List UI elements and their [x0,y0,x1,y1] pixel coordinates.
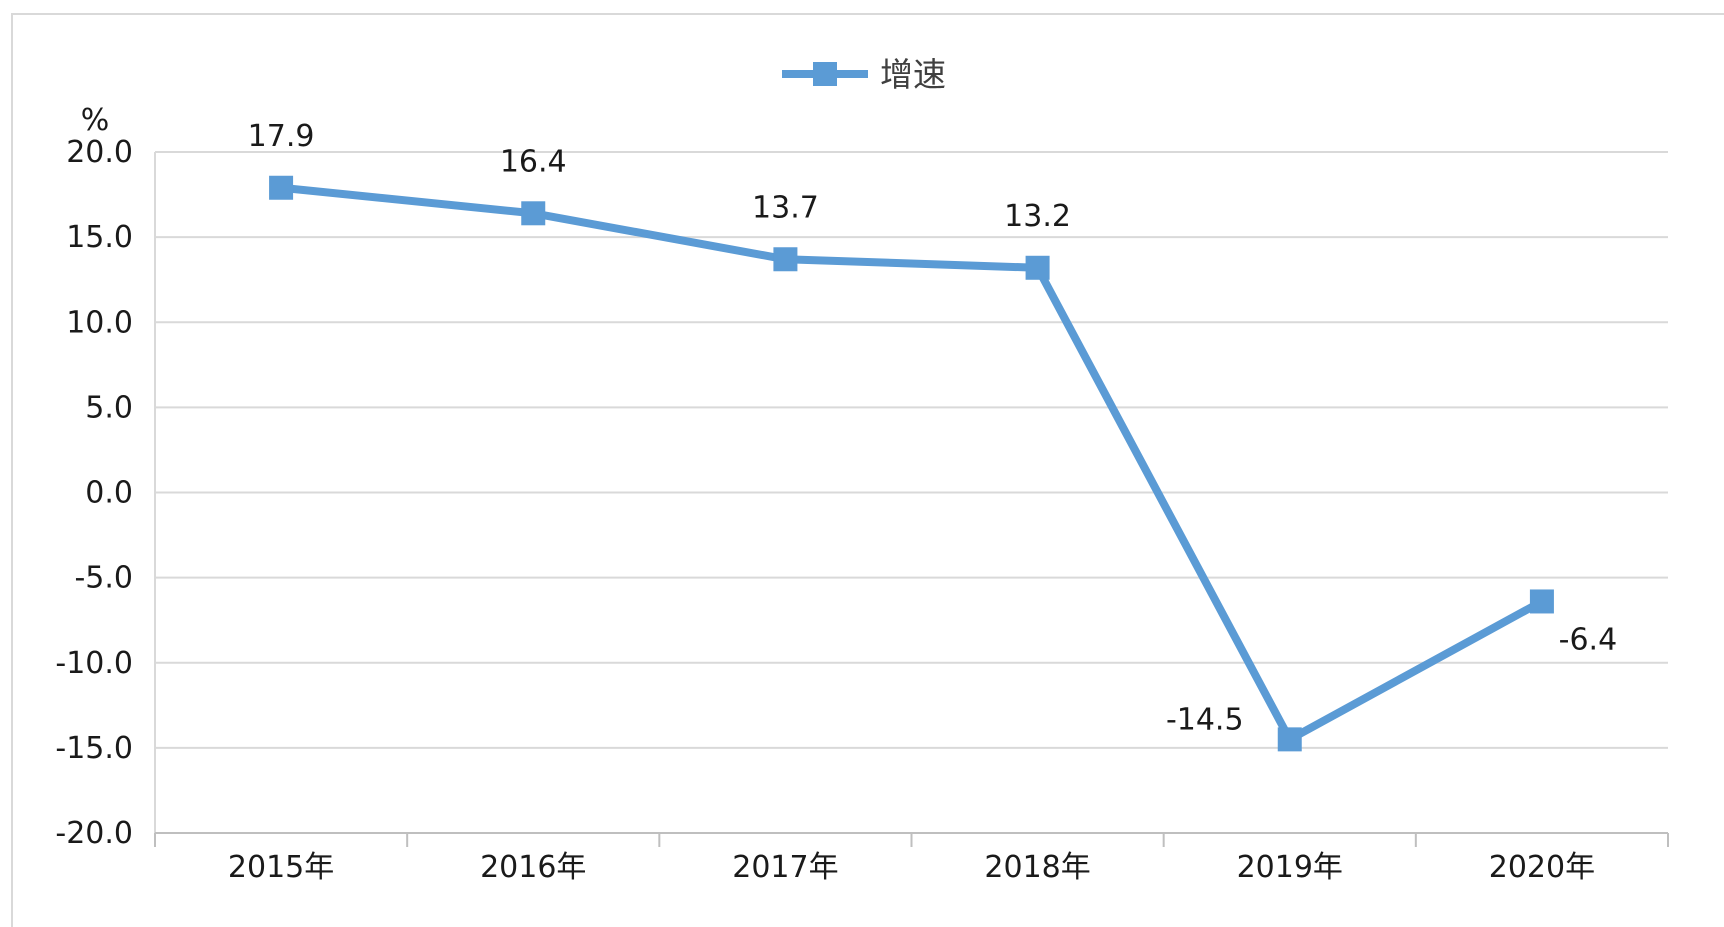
x-tick-label: 2015年 [228,850,334,885]
legend-marker-swatch [813,62,837,86]
data-label: 17.9 [248,119,315,154]
data-point-marker [521,201,546,226]
data-point-marker [773,247,798,272]
y-tick-label: -15.0 [55,731,133,766]
y-tick-label: -10.0 [55,646,133,681]
y-tick-label: 15.0 [66,220,133,255]
data-point-marker [1025,255,1050,280]
y-axis-unit-label: % [81,103,110,138]
axes [154,152,1669,847]
x-tick-label: 2016年 [480,850,586,885]
data-label: -14.5 [1166,702,1244,737]
data-point-marker [1529,589,1554,614]
data-label: -6.4 [1559,622,1618,657]
series-line [277,183,1546,744]
x-tick-label: 2019年 [1237,850,1343,885]
y-tick-label: -5.0 [74,561,133,596]
data-label: 13.2 [1004,199,1071,234]
y-tick-label: 5.0 [85,390,133,425]
data-point-marker [269,175,294,200]
legend-label: 增速 [880,55,946,94]
y-tick-label: 0.0 [85,476,133,511]
x-tick-label: 2018年 [984,850,1090,885]
x-tick-label: 2017年 [732,850,838,885]
y-tick-label: -20.0 [55,816,133,851]
y-tick-label: 20.0 [66,135,133,170]
series-group [269,175,1554,752]
chart-frame [11,13,1724,927]
y-tick-label: 10.0 [66,305,133,340]
x-tick-label: 2020年 [1489,850,1595,885]
data-label: 16.4 [500,144,567,179]
data-point-marker [1277,727,1302,752]
data-label: 13.7 [752,190,819,225]
data-labels: 17.9 16.4 13.7 13.2 -14.5 -6.4 [248,119,1618,738]
x-tick-labels: 2015年 2016年 2017年 2018年 2019年 2020年 [228,850,1595,885]
gridlines [155,151,1668,834]
y-tick-labels: 20.0 15.0 10.0 5.0 0.0 -5.0 -10.0 -15.0 -20.0 [55,135,133,851]
legend: 增速 [782,55,946,94]
